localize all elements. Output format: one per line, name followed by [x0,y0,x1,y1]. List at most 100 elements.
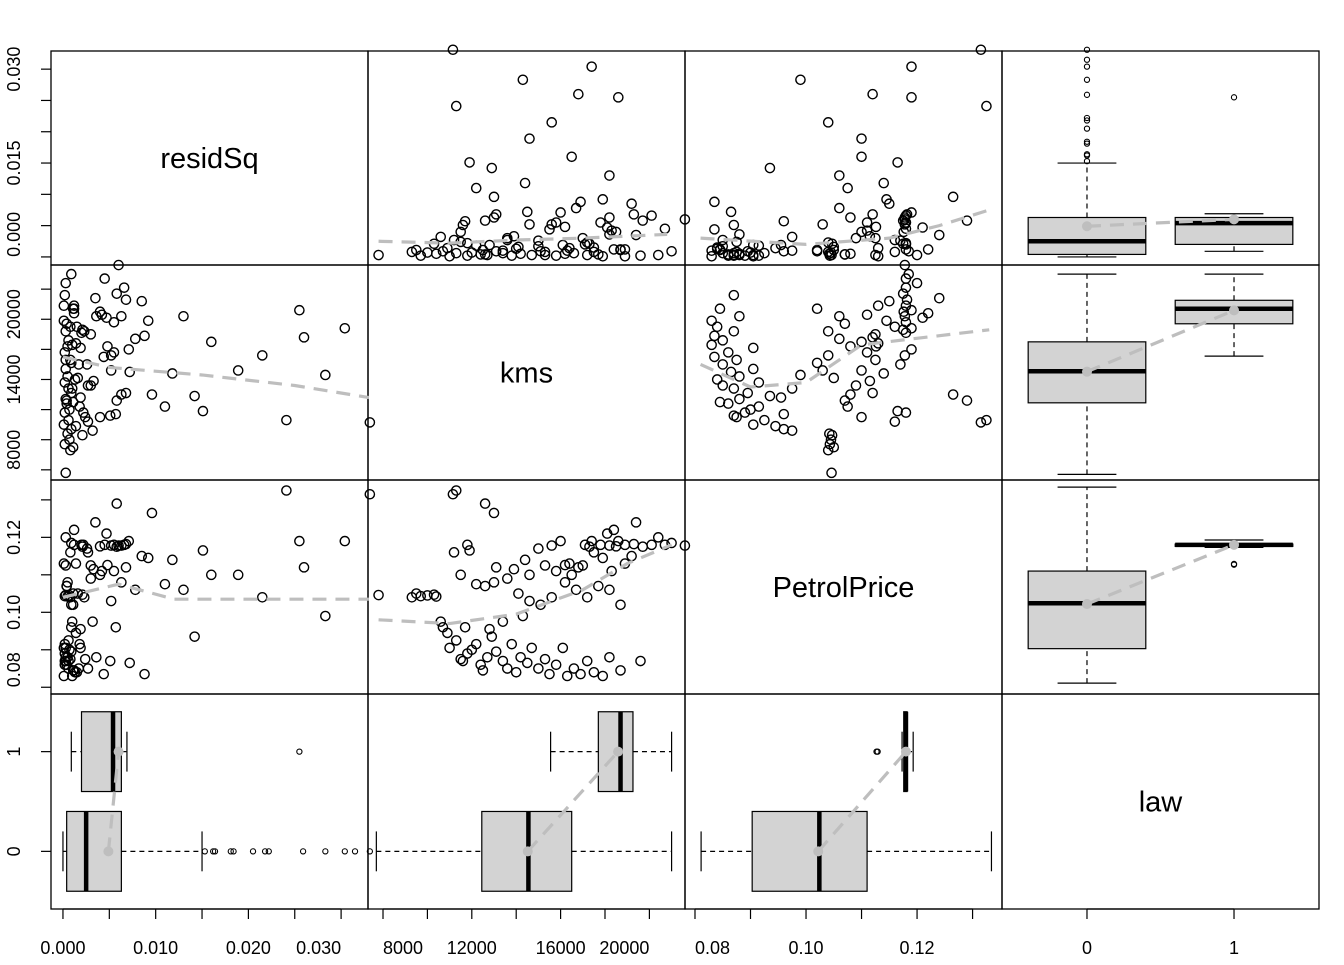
scatter-point [475,659,486,671]
diagonal-label-kms: kms [500,358,553,390]
x-tick-label: 0.010 [133,938,178,958]
scatter-point [709,196,720,208]
scatter-point [521,206,533,218]
diagonal-label-residSq: residSq [160,143,258,175]
x-tick-label: 0.000 [40,938,85,958]
scatter-point [734,393,745,405]
scatter-point [711,374,723,385]
scatter-point [604,212,615,223]
scatter-point [490,245,502,257]
scatter-point [75,642,86,654]
scatter-point [747,249,759,261]
mean-point [522,846,533,857]
scatter-point [524,595,535,607]
scatter-point [579,239,591,250]
scatter-point [502,663,513,674]
scatter-point [490,562,502,573]
scatter-point [519,177,531,189]
scatter-point [488,507,500,519]
scatter-point [568,663,580,674]
scatter-point [628,209,640,220]
x-tick-label: 0.12 [900,938,935,958]
scatter-point [734,310,745,322]
scatter-point [58,670,70,682]
scatter-point [490,646,502,657]
scatter-point [139,330,150,342]
scatter-point [524,133,535,144]
scatter-point [546,592,558,603]
scatter-point [104,655,116,667]
scatter-point [731,236,742,248]
scatter-point [60,467,72,479]
scatter-point [110,621,122,633]
scatter-point [903,268,915,280]
mean-line [106,751,121,852]
scatter-point [872,300,884,312]
scatter-point [635,655,646,667]
scatter-point [606,565,617,577]
scatter-point [714,244,726,255]
scatter-point [878,368,890,379]
mean-point [113,746,124,757]
scatter-point [723,250,734,261]
scatter-point [71,666,83,678]
scatter-point [714,303,726,315]
scatter-point [753,377,765,388]
scatter-point [63,383,74,394]
scatter-point [917,222,928,233]
mean-point [1081,599,1092,610]
scatter-point [73,359,85,370]
scatter-point [455,226,467,238]
scatter-point [900,407,912,418]
scatter-point [146,507,158,519]
scatter-point [81,543,93,554]
scatter-point [526,642,538,654]
scatter-point [839,318,851,330]
scatter-point [85,329,97,340]
scatter-point [559,559,571,571]
scatter-point [101,528,112,539]
scatter-point [99,273,110,284]
scatter-point [59,289,71,301]
scatter-point [786,245,798,256]
scatter-point [753,250,765,261]
y-tick-label: 0.08 [4,652,24,687]
scatter-point [129,333,141,345]
scatter-point [373,589,384,601]
scatter-point [108,347,120,358]
scatter-point [546,219,558,230]
scatter-point [822,350,834,361]
scatter-point [120,562,132,573]
scatter-point [111,395,123,406]
scatter-point [845,248,856,260]
scatter-point [900,244,912,255]
y-tick-label: 0.000 [4,212,24,257]
scatter-point [889,246,901,258]
scatter-point [75,623,86,635]
mean-point [1229,214,1240,225]
box [751,810,868,892]
scatter-point [281,414,292,426]
scatter-point [822,444,834,456]
scatter-point [455,569,467,581]
scatter-point [78,407,89,418]
scatter-point [817,219,828,230]
scatter-point [479,215,491,226]
scatter-point [856,411,867,423]
scatter-point [415,590,427,602]
scatter-point [845,389,856,400]
outlier-point [341,848,348,855]
scatter-point [110,408,122,420]
scatter-point [120,387,132,399]
scatter-point [608,244,620,255]
scatter-point [867,387,878,399]
scatter-point [775,392,787,403]
scatter-point [899,219,911,230]
scatter-point [116,389,127,400]
scatter-point [490,209,502,220]
scatter-point [595,539,606,551]
panel-frame-0-2 [684,50,1003,266]
scatter-point [597,194,609,205]
scatter-point [94,306,106,318]
scatter-point [747,419,759,430]
